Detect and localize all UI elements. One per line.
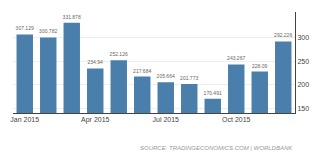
svg-text:217.684: 217.684: [133, 68, 151, 74]
svg-text:Jan 2015: Jan 2015: [10, 116, 39, 123]
svg-text:331.878: 331.878: [63, 14, 81, 20]
svg-text:300: 300: [297, 34, 309, 41]
svg-text:SOURCE: TRADINGECONOMICS.COM |: SOURCE: TRADINGECONOMICS.COM | WORLDBANK: [140, 145, 293, 151]
svg-text:200: 200: [297, 81, 309, 88]
svg-text:300.782: 300.782: [39, 28, 57, 34]
svg-text:250: 250: [297, 58, 309, 65]
svg-text:Oct 2015: Oct 2015: [222, 116, 251, 123]
svg-text:292.226: 292.226: [274, 32, 292, 38]
svg-text:201.773: 201.773: [180, 75, 198, 81]
svg-text:Apr 2015: Apr 2015: [81, 116, 110, 124]
svg-text:205.664: 205.664: [157, 73, 175, 79]
svg-text:Jul 2015: Jul 2015: [153, 116, 180, 123]
svg-text:243.267: 243.267: [227, 55, 245, 61]
svg-text:252.126: 252.126: [110, 51, 128, 57]
svg-text:150: 150: [297, 105, 309, 112]
svg-text:170.491: 170.491: [204, 90, 222, 96]
svg-text:234.94: 234.94: [87, 59, 103, 65]
svg-text:307.129: 307.129: [16, 25, 34, 31]
svg-text:228.09: 228.09: [252, 63, 268, 69]
